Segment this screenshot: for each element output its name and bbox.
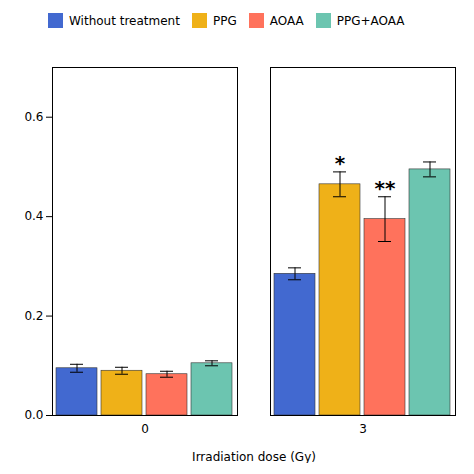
svg-text:0: 0: [141, 422, 149, 436]
svg-text:Irradiation dose (Gy): Irradiation dose (Gy): [192, 450, 316, 464]
svg-text:**: **: [375, 176, 396, 200]
svg-text:0.2: 0.2: [24, 309, 43, 323]
svg-text:0.0: 0.0: [24, 408, 43, 422]
html-text:Without treatment: Without treatment: [69, 13, 180, 28]
svg-text:3: 3: [359, 422, 367, 436]
svg-text:*: *: [335, 151, 346, 175]
svg-text:0.6: 0.6: [24, 110, 43, 124]
html-text:PPG: PPG: [212, 13, 237, 28]
html-text:AOAA: AOAA: [269, 13, 304, 28]
html-text:PPG+AOAA: PPG+AOAA: [336, 13, 405, 28]
svg-text:0.4: 0.4: [24, 209, 43, 223]
